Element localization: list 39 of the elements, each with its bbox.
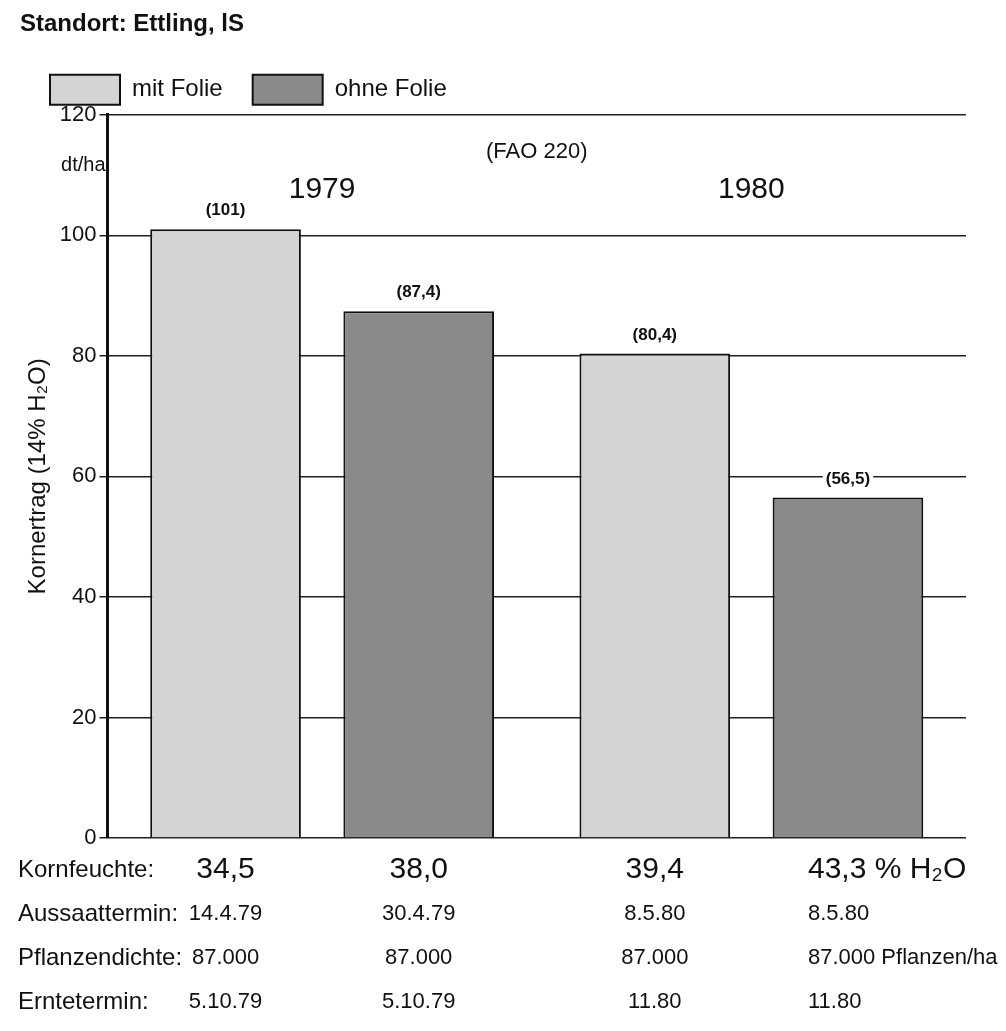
y-axis-title: Kornertrag (14% H₂O) xyxy=(23,358,51,595)
data-label: (87,4) xyxy=(396,282,441,302)
text: Pflanzendichte: xyxy=(18,942,183,970)
text: 5.10.79 xyxy=(188,988,263,1014)
y-tick-label: 80 xyxy=(72,341,97,367)
text: Kornfeuchte: xyxy=(18,854,155,882)
text: 30.4.79 xyxy=(382,900,456,926)
text: 87.000 xyxy=(621,944,689,970)
y-tick-label: 120 xyxy=(59,100,97,126)
text: 8.5.80 xyxy=(624,900,686,926)
y-tick-label: 60 xyxy=(72,462,97,488)
text: 43,3 % H₂O xyxy=(807,851,967,885)
text: 14.4.79 xyxy=(188,900,263,926)
text: dt/ha xyxy=(61,152,107,175)
text: 38,0 xyxy=(389,851,448,885)
data-label: (80,4) xyxy=(632,324,678,344)
text: 11.80 xyxy=(807,988,862,1014)
data-label: (101) xyxy=(205,200,246,220)
text: 11.80 xyxy=(628,988,682,1014)
y-tick-label: 100 xyxy=(59,221,97,247)
legend-label: mit Folie xyxy=(132,74,223,102)
y-tick-label: 0 xyxy=(84,824,97,850)
x-tick-label: 1979 xyxy=(288,171,356,205)
text: 34,5 xyxy=(196,851,255,885)
text: 87.000 xyxy=(191,944,260,970)
text: Erntetermin: xyxy=(18,986,149,1014)
text: 8.5.80 xyxy=(807,900,870,926)
text: 87.000 xyxy=(385,944,453,970)
text: 87.000 Pflanzen/ha xyxy=(807,944,999,970)
annotation: (FAO 220) xyxy=(486,138,588,164)
y-tick-label: 40 xyxy=(72,583,97,608)
y-tick-label: 20 xyxy=(72,703,97,729)
text: 5.10.79 xyxy=(382,988,456,1014)
x-tick-label: 1980 xyxy=(718,171,785,205)
chart-title: Standort: Ettling, lS xyxy=(20,9,244,37)
data-label: (56,5) xyxy=(825,468,871,488)
text: 39,4 xyxy=(625,851,684,885)
legend-label: ohne Folie xyxy=(334,74,447,102)
text: Aussaattermin: xyxy=(18,898,179,926)
